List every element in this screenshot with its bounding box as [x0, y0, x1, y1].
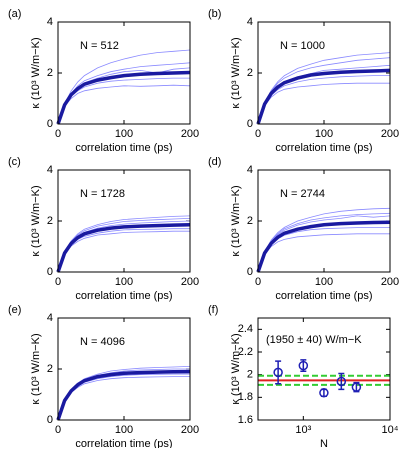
- y-tick-label: 2.2: [238, 346, 253, 358]
- x-tick-label: 100: [315, 276, 333, 288]
- y-tick-label: 0: [47, 266, 53, 278]
- x-tick-label: 0: [55, 276, 61, 288]
- annotation: N = 1728: [80, 188, 125, 200]
- error-bar: [338, 372, 345, 391]
- x-axis-label: correlation time (ps): [275, 142, 372, 154]
- y-tick-label: 4: [47, 164, 53, 176]
- x-axis-label: correlation time (ps): [275, 290, 372, 302]
- x-axis-label: correlation time (ps): [75, 290, 172, 302]
- y-tick-label: 2: [247, 67, 253, 79]
- x-tick-label: 100: [115, 424, 133, 436]
- mean-line: [56, 223, 191, 273]
- point: [319, 388, 329, 398]
- axes-frame: [257, 169, 391, 273]
- mean-line: [256, 220, 391, 273]
- y-tick-label: 2.4: [238, 323, 253, 335]
- run-line: [57, 84, 191, 125]
- point: [273, 367, 283, 378]
- y-tick-label: 0: [247, 118, 253, 130]
- point: [336, 376, 347, 387]
- y-axis-label: κ (10³ W/m−K): [30, 333, 42, 404]
- x-tick-label: 100: [115, 276, 133, 288]
- run-line: [257, 82, 390, 125]
- error-bar: [320, 388, 327, 397]
- y-axis-label: κ (10³ W/m−K): [30, 185, 42, 256]
- y-tick-label: 4: [247, 16, 253, 28]
- x-tick-label: 200: [381, 276, 399, 288]
- x-tick-label: 0: [255, 128, 261, 140]
- axes-frame: [57, 317, 191, 421]
- x-tick-label: 0: [55, 128, 61, 140]
- panel-label: (c): [8, 156, 21, 168]
- y-tick-label: 2: [47, 215, 53, 227]
- x-tick-label: 10³: [295, 424, 311, 436]
- x-tick-label: 200: [181, 424, 199, 436]
- x-tick-label: 200: [181, 276, 199, 288]
- y-tick-label: 4: [47, 312, 53, 324]
- error-bar: [275, 360, 282, 385]
- y-tick-label: 2: [247, 369, 253, 381]
- mean-line: [56, 369, 191, 421]
- y-tick-label: 0: [247, 266, 253, 278]
- panel-label: (a): [8, 8, 21, 20]
- x-axis-label: correlation time (ps): [75, 438, 172, 448]
- x-tick-label: 10⁴: [382, 424, 399, 436]
- axes-frame: [57, 169, 191, 273]
- x-tick-label: 100: [315, 128, 333, 140]
- panel-label: (b): [208, 8, 221, 20]
- annotation: N = 4096: [80, 336, 125, 348]
- annotation: (1950 ± 40) W/m−K: [266, 334, 362, 346]
- run-line: [257, 57, 391, 125]
- y-tick-label: 4: [47, 16, 53, 28]
- mean-line: [256, 68, 391, 125]
- x-axis-label: correlation time (ps): [75, 142, 172, 154]
- run-line: [57, 373, 190, 421]
- panel-label: (f): [208, 304, 218, 316]
- x-tick-label: 0: [55, 424, 61, 436]
- run-line: [57, 49, 191, 125]
- y-axis-label: κ (10³ W/m−K): [230, 37, 242, 108]
- axes-frame: [257, 21, 391, 125]
- x-axis-label: N: [320, 438, 328, 448]
- axes-frame: [257, 317, 391, 421]
- y-axis-label: κ (10³ W/m−K): [230, 333, 242, 404]
- annotation: N = 1000: [280, 40, 325, 52]
- x-tick-label: 100: [115, 128, 133, 140]
- y-tick-label: 1.6: [238, 414, 253, 426]
- y-axis-label: κ (10³ W/m−K): [230, 185, 242, 256]
- y-tick-label: 2: [47, 67, 53, 79]
- annotation: N = 512: [80, 40, 119, 52]
- x-tick-label: 200: [381, 128, 399, 140]
- y-tick-label: 1.8: [238, 391, 253, 403]
- point: [298, 360, 309, 371]
- y-tick-label: 2: [247, 215, 253, 227]
- y-axis-label: κ (10³ W/m−K): [30, 37, 42, 108]
- panel-label: (e): [8, 304, 21, 316]
- panel-label: (d): [208, 156, 221, 168]
- annotation: N = 2744: [280, 188, 325, 200]
- point: [351, 382, 362, 392]
- y-tick-label: 4: [247, 164, 253, 176]
- y-tick-label: 0: [47, 118, 53, 130]
- mean-line: [56, 70, 191, 125]
- x-tick-label: 0: [255, 276, 261, 288]
- y-tick-label: 2: [47, 363, 53, 375]
- y-tick-label: 0: [47, 414, 53, 426]
- axes-frame: [57, 21, 191, 125]
- x-tick-label: 200: [181, 128, 199, 140]
